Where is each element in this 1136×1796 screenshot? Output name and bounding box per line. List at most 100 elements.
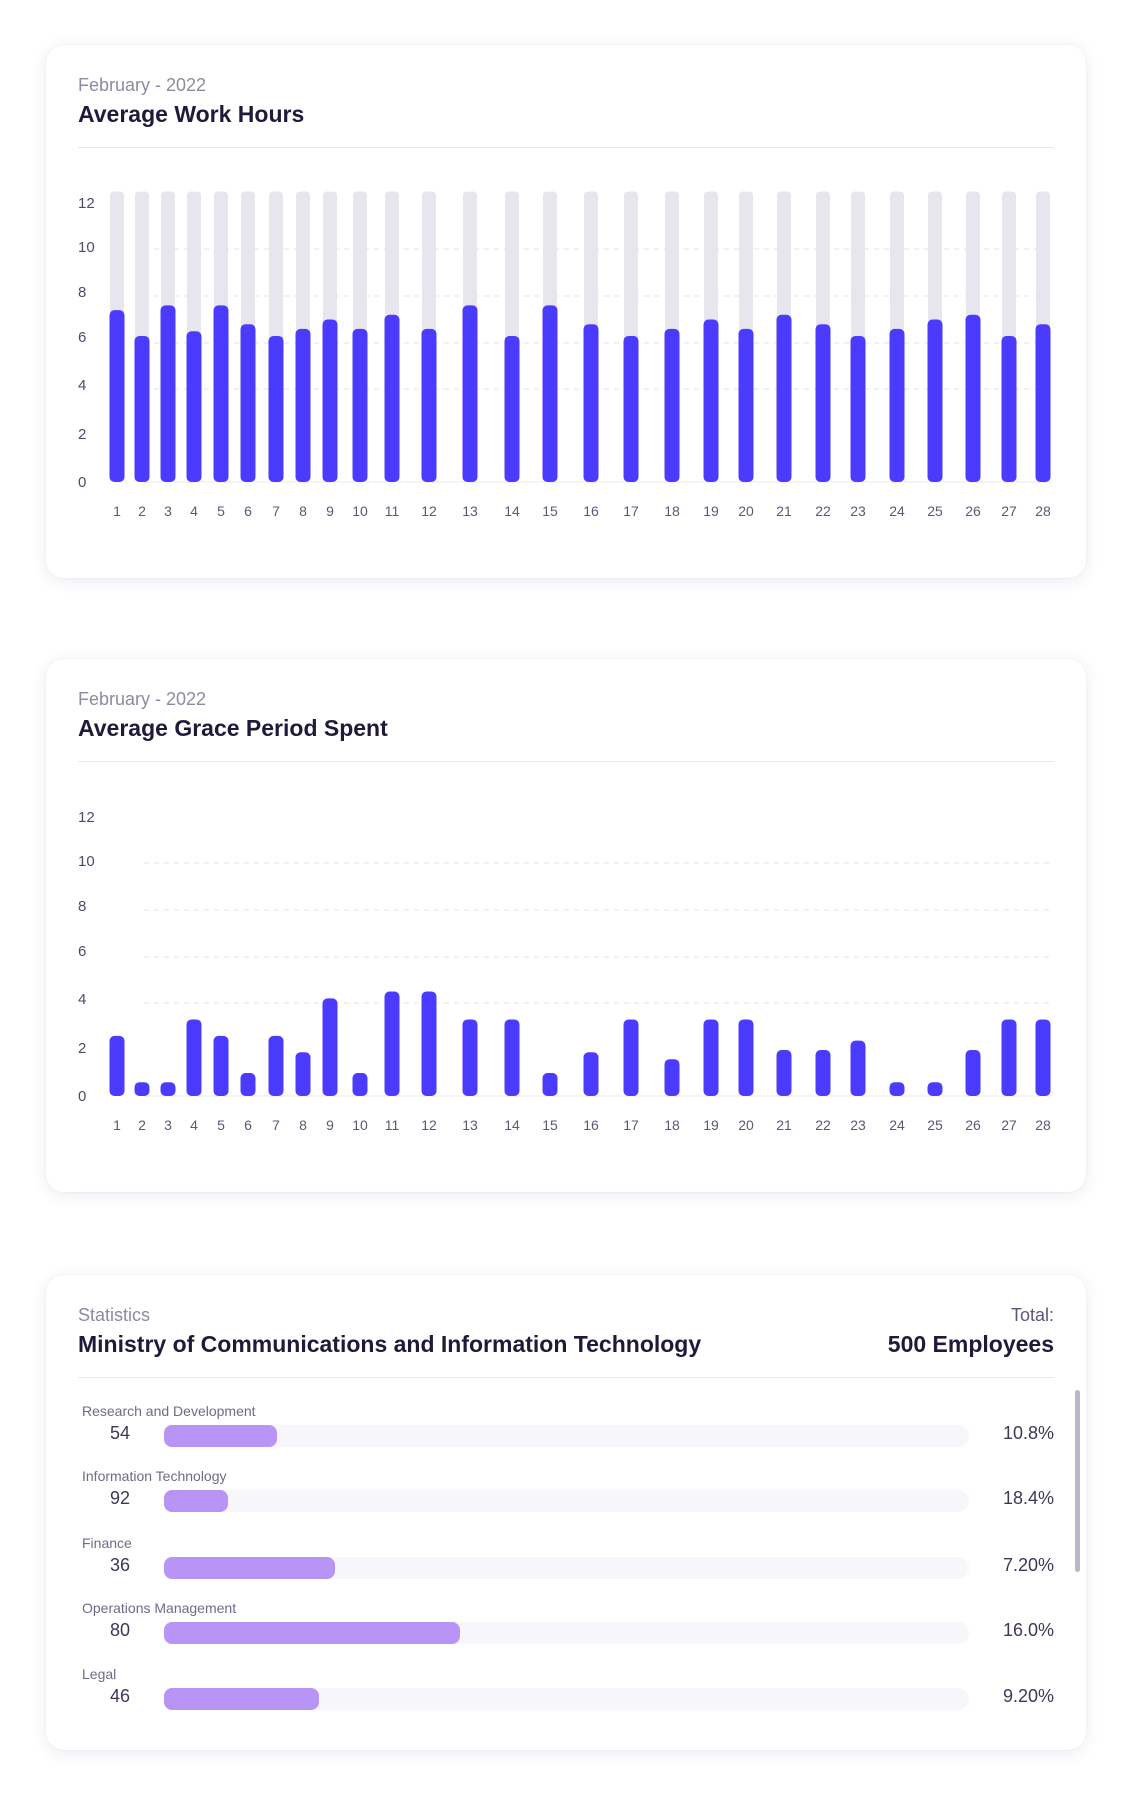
bar: [160, 1082, 176, 1096]
department-bar-fill: [164, 1557, 336, 1579]
department-bar-track: [164, 1557, 969, 1579]
bar: [322, 998, 338, 1096]
y-tick-label: 4: [78, 991, 86, 1008]
x-tick-label: 16: [583, 1117, 599, 1133]
x-tick-label: 3: [164, 1117, 172, 1133]
x-tick-label: 4: [190, 1117, 198, 1133]
grace-period-subtitle: February - 2022: [78, 689, 207, 709]
bar: [160, 305, 176, 482]
x-tick-label: 27: [1001, 503, 1017, 519]
bar: [240, 1073, 256, 1096]
bar: [542, 305, 558, 482]
x-tick-label: 12: [421, 503, 437, 519]
bar: [776, 1050, 792, 1096]
x-tick-label: 20: [738, 1117, 754, 1133]
department-row: Operations Management 80 16.0%: [78, 1600, 1054, 1660]
total-employees: 500 Employees: [887, 1331, 1054, 1357]
bar: [889, 328, 905, 482]
x-tick-label: 4: [190, 503, 198, 519]
x-tick-label: 7: [272, 503, 280, 519]
bar: [703, 319, 719, 482]
y-tick-label: 12: [78, 195, 95, 212]
department-percent: 9.20%: [1002, 1686, 1054, 1706]
x-tick-label: 14: [504, 503, 520, 519]
bar: [583, 1052, 599, 1096]
x-tick-label: 20: [738, 503, 754, 519]
x-tick-label: 27: [1001, 1117, 1017, 1133]
x-tick-label: 1: [113, 503, 121, 519]
department-bar-fill: [164, 1688, 320, 1710]
bar: [815, 324, 831, 482]
x-tick-label: 21: [776, 1117, 792, 1133]
bar: [134, 1082, 150, 1096]
department-row: Information Technology 92 18.4%: [78, 1468, 1054, 1528]
bar: [186, 1019, 202, 1096]
bar: [352, 328, 368, 482]
y-tick-label: 6: [78, 329, 86, 346]
ministry-title: Ministry of Communications and Informati…: [78, 1331, 702, 1357]
y-tick-label: 2: [78, 1040, 86, 1057]
bar: [623, 335, 639, 482]
divider: [78, 147, 1054, 148]
x-tick-label: 26: [965, 503, 981, 519]
y-tick-label: 8: [78, 898, 86, 915]
bar: [352, 1073, 368, 1096]
x-tick-label: 3: [164, 503, 172, 519]
x-tick-label: 9: [326, 503, 334, 519]
bar: [623, 1019, 639, 1096]
x-tick-label: 23: [850, 1117, 866, 1133]
y-tick-label: 6: [78, 943, 86, 960]
x-tick-label: 19: [703, 1117, 719, 1133]
department-name: Legal: [82, 1666, 117, 1682]
department-list-scrollbar[interactable]: [1075, 1390, 1080, 1572]
bar: [134, 335, 150, 482]
bar: [322, 319, 338, 482]
x-tick-label: 18: [664, 503, 680, 519]
department-bar-fill: [164, 1622, 461, 1644]
bar: [268, 335, 284, 482]
department-percent: 18.4%: [1002, 1488, 1054, 1508]
bar: [295, 328, 311, 482]
bar: [1001, 335, 1017, 482]
y-tick-label: 12: [78, 809, 95, 826]
department-percent: 16.0%: [1002, 1620, 1054, 1640]
x-tick-label: 23: [850, 503, 866, 519]
x-tick-label: 22: [815, 1117, 831, 1133]
bar: [186, 331, 202, 482]
x-tick-label: 7: [272, 1117, 280, 1133]
bar: [384, 314, 400, 482]
bar: [462, 305, 478, 482]
bar: [738, 1019, 754, 1096]
department-bar-track: [164, 1490, 969, 1512]
bar: [664, 328, 680, 482]
x-tick-label: 24: [889, 1117, 905, 1133]
bar: [850, 335, 866, 482]
bar: [703, 1019, 719, 1096]
department-count: 54: [110, 1423, 131, 1443]
bar: [850, 1040, 866, 1096]
y-tick-label: 0: [78, 1088, 86, 1105]
x-tick-label: 6: [244, 503, 252, 519]
x-tick-label: 25: [927, 503, 943, 519]
x-tick-label: 11: [385, 1117, 400, 1133]
department-bar-track: [164, 1688, 969, 1710]
bar: [1035, 1019, 1051, 1096]
x-tick-label: 21: [776, 503, 792, 519]
department-name: Research and Development: [82, 1403, 256, 1419]
x-tick-label: 18: [664, 1117, 680, 1133]
bar: [776, 314, 792, 482]
x-tick-label: 13: [462, 1117, 478, 1133]
department-bar-fill: [164, 1425, 277, 1447]
x-tick-label: 17: [623, 503, 639, 519]
bar: [815, 1050, 831, 1096]
bar: [965, 314, 981, 482]
x-tick-label: 5: [217, 503, 225, 519]
bar: [542, 1073, 558, 1096]
bar: [927, 1082, 943, 1096]
grace-period-card: February - 2022 Average Grace Period Spe…: [46, 659, 1086, 1192]
department-bar-track: [164, 1425, 969, 1447]
x-tick-label: 2: [138, 1117, 146, 1133]
x-tick-label: 10: [352, 503, 368, 519]
